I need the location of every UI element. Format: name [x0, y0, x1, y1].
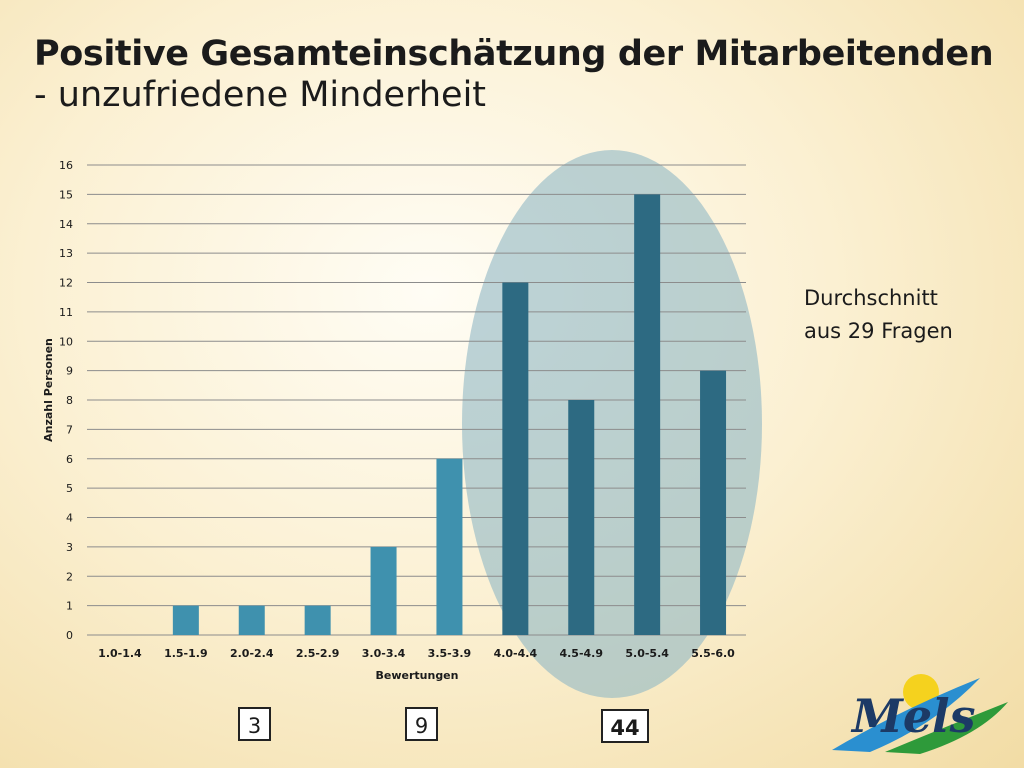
average-note-line-1: Durchschnitt [804, 286, 938, 310]
bar-5.5-6.0 [700, 370, 727, 635]
y-tick-label: 6 [66, 453, 73, 466]
logo-green-swoosh [885, 702, 1008, 754]
y-tick-label: 10 [59, 335, 73, 348]
x-tick-label: 3.5-3.9 [428, 647, 472, 660]
x-tick-label: 5.0-5.4 [625, 647, 669, 660]
y-tick-label: 4 [66, 512, 73, 525]
y-tick-label: 1 [66, 600, 73, 613]
group-sum-low: 3 [238, 707, 271, 741]
y-tick-label: 3 [66, 541, 73, 554]
bar-5.0-5.4 [634, 194, 661, 635]
x-tick-label: 5.5-6.0 [691, 647, 735, 660]
logo-blue-swoosh [832, 678, 980, 752]
x-tick-label: 2.0-2.4 [230, 647, 274, 660]
x-tick-label: 1.0-1.4 [98, 647, 142, 660]
x-tick-label: 1.5-1.9 [164, 647, 208, 660]
y-tick-label: 7 [66, 423, 73, 436]
bar-3.0-3.4 [370, 546, 397, 635]
group-sum-high: 44 [601, 709, 649, 743]
bar-4.5-4.9 [568, 400, 595, 635]
y-tick-label: 2 [66, 570, 73, 583]
y-tick-label: 14 [59, 218, 73, 231]
average-note-line-2: aus 29 Fragen [804, 318, 953, 343]
x-tick-label: 4.0-4.4 [494, 647, 538, 660]
bar-1.5-1.9 [172, 605, 199, 635]
mels-logo: Mels [832, 674, 1008, 754]
y-tick-label: 8 [66, 394, 73, 407]
x-tick-labels: 1.0-1.4 1.5-1.9 2.0-2.4 2.5-2.9 3.0-3.4 3.5-3… [98, 647, 735, 660]
x-tick-label: 3.0-3.4 [362, 647, 406, 660]
y-tick-label: 9 [66, 365, 73, 378]
bar-3.5-3.9 [436, 458, 463, 635]
x-tick-label: 4.5-4.9 [559, 647, 603, 660]
x-tick-label: 2.5-2.9 [296, 647, 340, 660]
highlight-ellipse [462, 150, 762, 698]
bar-2.5-2.9 [304, 605, 331, 635]
title-line-1: Positive Gesamteinschätzung der Mitarbei… [34, 34, 994, 74]
bars [172, 194, 727, 635]
bar-4.0-4.4 [502, 282, 529, 635]
slide-title: Positive Gesamteinschätzung der Mitarbei… [34, 34, 994, 117]
title-line-2: - unzufriedene Minderheit [34, 75, 487, 116]
y-tick-label: 13 [59, 247, 73, 260]
y-tick-label: 16 [59, 159, 73, 172]
y-tick-label: 15 [59, 188, 73, 201]
y-tick-label: 11 [59, 306, 73, 319]
average-note: Durchschnitt aus 29 Fragen [804, 282, 953, 347]
group-sum-mid: 9 [405, 707, 438, 741]
y-tick-label: 0 [66, 629, 73, 642]
y-axis-label: Anzahl Personen [42, 338, 55, 442]
bar-2.0-2.4 [238, 605, 265, 635]
y-tick-label: 12 [59, 277, 73, 290]
x-axis-label: Bewertungen [376, 669, 459, 682]
y-tick-label: 5 [66, 482, 73, 495]
logo-text: Mels [850, 689, 976, 743]
